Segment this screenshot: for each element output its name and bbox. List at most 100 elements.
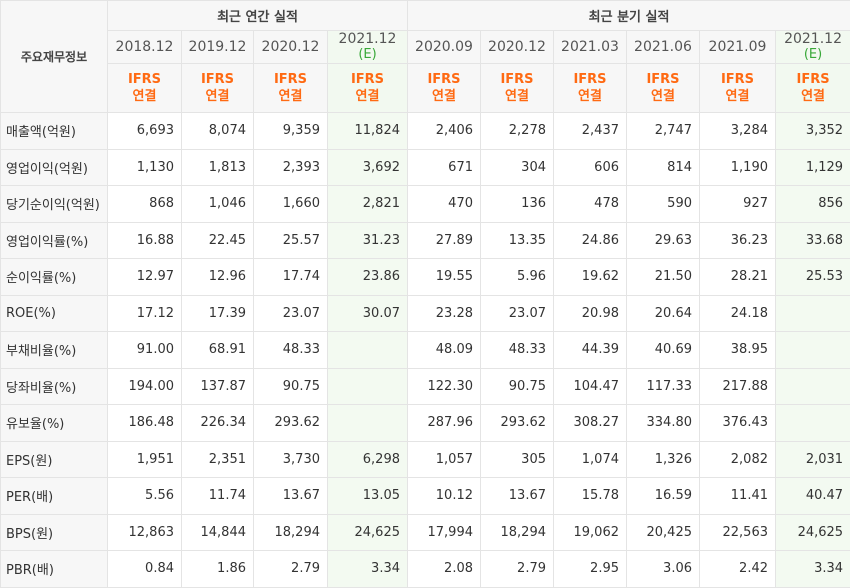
table-cell: 287.96	[407, 404, 481, 442]
table-cell: 40.47	[774, 477, 850, 515]
period-label: 2018.12	[115, 38, 174, 55]
table-row: 영업이익률(%) 16.88 22.45 25.57 31.23 27.89 13.35 24…	[0, 221, 850, 259]
consolidation-basis-label: 연결	[725, 89, 750, 104]
table-row: EPS(원) 1,951 2,351 3,730 6,298 1,057 305 1,074 1…	[0, 440, 850, 478]
row-label: 당기순이익(억원)	[0, 185, 108, 223]
table-cell: 2,821	[327, 185, 408, 223]
table-cell: 2,082	[699, 440, 776, 478]
table-cell: 293.62	[253, 404, 328, 442]
table-cell: 122.30	[407, 367, 481, 405]
consolidation-basis-label: 연결	[578, 89, 602, 104]
table-cell: 17.74	[253, 258, 328, 296]
ifrs-label: IFRS	[200, 72, 235, 87]
table-cell: 12.97	[107, 258, 182, 296]
table-cell: 68.91	[181, 331, 254, 369]
table-cell: 104.47	[553, 367, 627, 405]
table-cell	[774, 367, 850, 405]
table-cell: 12,863	[107, 513, 182, 551]
table-cell: 28.21	[699, 258, 776, 296]
table-cell: 16.88	[107, 221, 182, 259]
table-cell: 24.18	[699, 294, 776, 332]
row-label: 매출액(억원)	[0, 112, 108, 150]
consolidation-basis-label: 연결	[432, 89, 456, 104]
table-cell: 2.42	[699, 550, 776, 588]
table-cell: 6,298	[327, 440, 408, 478]
table-row: 매출액(억원) 6,693 8,074 9,359 11,824 2,406 2,278 2,…	[0, 112, 850, 150]
table-cell: 5.56	[107, 477, 182, 515]
table-cell: 17,994	[407, 513, 481, 551]
column-period-header: 2020.12	[253, 30, 328, 64]
column-ifrs-header: IFRS 연결	[253, 63, 328, 113]
table-cell: 470	[407, 185, 481, 223]
table-cell: 3.34	[774, 550, 850, 588]
table-cell: 90.75	[480, 367, 554, 405]
row-label: 당좌비율(%)	[0, 367, 108, 405]
column-ifrs-header: IFRS 연결	[327, 63, 408, 113]
table-cell: 24.86	[553, 221, 627, 259]
column-period-header: 2021.12 (E)	[774, 30, 850, 64]
column-ifrs-header: IFRS 연결	[626, 63, 700, 113]
table-cell: 3,352	[774, 112, 850, 150]
consolidation-basis-label: 연결	[505, 89, 529, 104]
table-cell: 1,190	[699, 148, 776, 186]
table-cell: 217.88	[699, 367, 776, 405]
table-cell: 671	[407, 148, 481, 186]
ifrs-label: IFRS	[720, 72, 755, 87]
table-cell: 21.50	[626, 258, 700, 296]
table-cell: 2,437	[553, 112, 627, 150]
table-cell: 36.23	[699, 221, 776, 259]
table-cell: 2,278	[480, 112, 554, 150]
ifrs-label: IFRS	[350, 72, 385, 87]
table-cell: 5.96	[480, 258, 554, 296]
column-period-header: 2019.12	[181, 30, 254, 64]
table-cell: 334.80	[626, 404, 700, 442]
table-cell: 27.89	[407, 221, 481, 259]
period-label: 2020.12	[261, 38, 320, 55]
table-cell: 1,057	[407, 440, 481, 478]
table-cell: 24,625	[774, 513, 850, 551]
table-cell: 31.23	[327, 221, 408, 259]
table-cell: 304	[480, 148, 554, 186]
row-label: 순이익률(%)	[0, 258, 108, 296]
table-cell: 6,693	[107, 112, 182, 150]
table-cell: 23.86	[327, 258, 408, 296]
row-label: 영업이익률(%)	[0, 221, 108, 259]
table-cell: 2,031	[774, 440, 850, 478]
table-cell: 40.69	[626, 331, 700, 369]
consolidation-basis-label: 연결	[801, 89, 825, 104]
table-cell: 20.64	[626, 294, 700, 332]
period-label: 2020.12	[488, 38, 546, 55]
table-cell: 38.95	[699, 331, 776, 369]
table-cell: 226.34	[181, 404, 254, 442]
table-cell: 18,294	[253, 513, 328, 551]
table-cell: 24,625	[327, 513, 408, 551]
table-cell: 19,062	[553, 513, 627, 551]
row-label: BPS(원)	[0, 513, 108, 551]
row-label: 부채비율(%)	[0, 331, 108, 369]
table-cell: 23.07	[480, 294, 554, 332]
table-cell: 856	[774, 185, 850, 223]
ifrs-label: IFRS	[646, 72, 680, 87]
table-cell: 117.33	[626, 367, 700, 405]
table-cell: 305	[480, 440, 554, 478]
column-ifrs-header: IFRS 연결	[774, 63, 850, 113]
table-cell: 3.34	[327, 550, 408, 588]
table-cell: 1,813	[181, 148, 254, 186]
table-title: 주요재무정보	[0, 0, 108, 113]
table-cell: 376.43	[699, 404, 776, 442]
column-period-header: 2021.03	[553, 30, 627, 64]
consolidation-basis-label: 연결	[278, 89, 303, 104]
table-cell: 308.27	[553, 404, 627, 442]
quarterly-results-header: 최근 분기 실적	[406, 0, 850, 31]
table-row: 당기순이익(억원) 868 1,046 1,660 2,821 470 136 478 590 9…	[0, 185, 850, 223]
table-cell: 18,294	[480, 513, 554, 551]
period-label: 2019.12	[188, 38, 247, 55]
table-cell: 16.59	[626, 477, 700, 515]
table-cell: 2.79	[253, 550, 328, 588]
table-cell: 1,660	[253, 185, 328, 223]
column-period-header: 2021.06	[626, 30, 700, 64]
table-cell: 14,844	[181, 513, 254, 551]
table-cell: 25.53	[774, 258, 850, 296]
table-cell: 15.78	[553, 477, 627, 515]
